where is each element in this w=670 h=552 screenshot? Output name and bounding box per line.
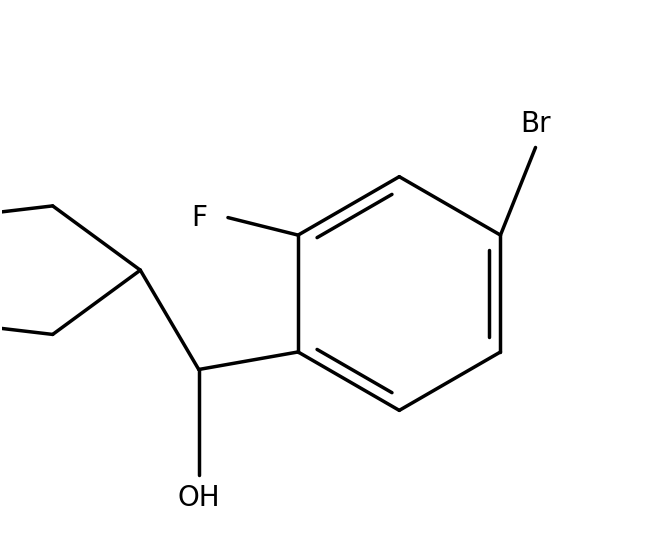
Text: OH: OH	[178, 484, 220, 512]
Text: Br: Br	[520, 110, 551, 138]
Text: F: F	[191, 204, 207, 232]
